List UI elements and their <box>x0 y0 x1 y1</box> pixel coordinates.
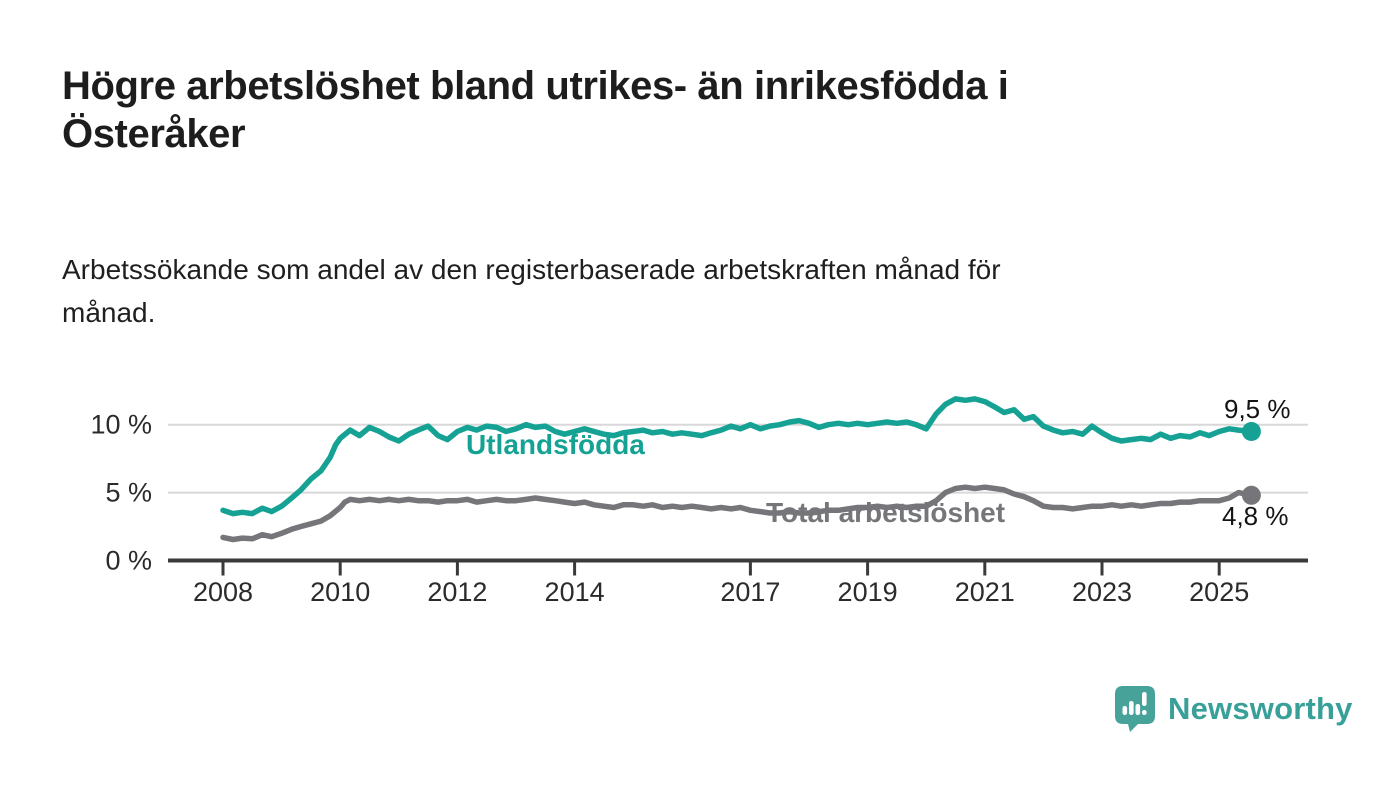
x-tick-label: 2025 <box>1189 577 1249 607</box>
x-tick-label: 2017 <box>720 577 780 607</box>
x-tick-label: 2019 <box>838 577 898 607</box>
x-tick-label: 2012 <box>427 577 487 607</box>
x-tick-label: 2023 <box>1072 577 1132 607</box>
speech-bubble-bar-chart-icon <box>1115 686 1155 732</box>
end-dot-total <box>1241 485 1261 505</box>
y-tick-label: 0 % <box>105 546 152 576</box>
x-tick-label: 2010 <box>310 577 370 607</box>
x-tick-label: 2014 <box>545 577 605 607</box>
end-value-label-total: 4,8 % <box>1222 501 1289 531</box>
end-value-label-utlandsfodda: 9,5 % <box>1224 394 1291 424</box>
page-title: Högre arbetslöshet bland utrikes- än inr… <box>62 64 1009 156</box>
newsworthy-brand: Newsworthy <box>1115 686 1353 732</box>
brand-name-text: Newsworthy <box>1168 691 1353 726</box>
y-tick-label: 10 % <box>90 410 152 440</box>
page-subtitle: Arbetssökande som andel av den registerb… <box>62 254 1001 329</box>
x-tick-label: 2021 <box>955 577 1015 607</box>
series-line-total <box>220 484 1255 543</box>
series-label-total-arbetsloshet: Total arbetslöshet <box>766 497 1006 528</box>
series-line-utlandsfodda <box>220 396 1255 517</box>
y-tick-label: 5 % <box>105 478 152 508</box>
end-dot-utlandsfodda <box>1241 422 1261 441</box>
series-label-utlandsfodda: Utlandsfödda <box>466 429 645 460</box>
x-tick-label: 2008 <box>193 577 253 607</box>
